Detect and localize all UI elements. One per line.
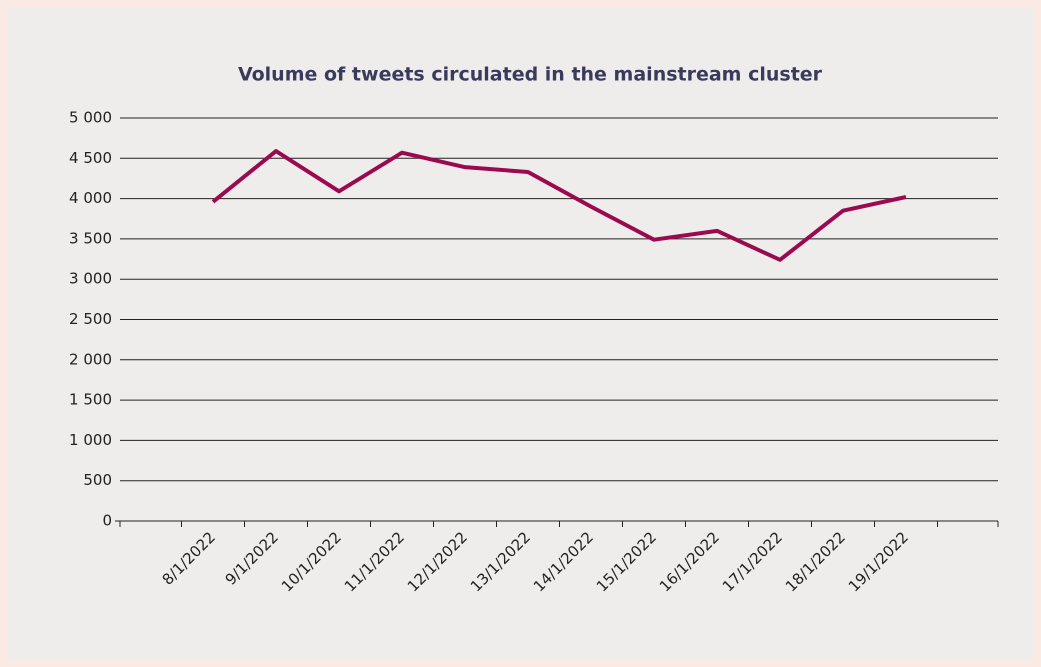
y-tick-label: 2 000 bbox=[69, 350, 112, 368]
y-tick-label: 0 bbox=[102, 512, 112, 530]
y-tick-label: 1 000 bbox=[69, 431, 112, 449]
y-tick-label: 4 500 bbox=[69, 149, 112, 167]
y-tick-label: 500 bbox=[83, 471, 112, 489]
y-tick-label: 5 000 bbox=[69, 109, 112, 127]
y-tick-label: 4 000 bbox=[69, 189, 112, 207]
panel bbox=[8, 8, 1033, 659]
series-line bbox=[211, 149, 907, 262]
y-tick-label: 3 000 bbox=[69, 270, 112, 288]
chart-title: Volume of tweets circulated in the mains… bbox=[238, 64, 823, 86]
y-tick-label: 2 500 bbox=[69, 310, 112, 328]
y-tick-label: 1 500 bbox=[69, 391, 112, 409]
y-tick-label: 3 500 bbox=[69, 229, 112, 247]
